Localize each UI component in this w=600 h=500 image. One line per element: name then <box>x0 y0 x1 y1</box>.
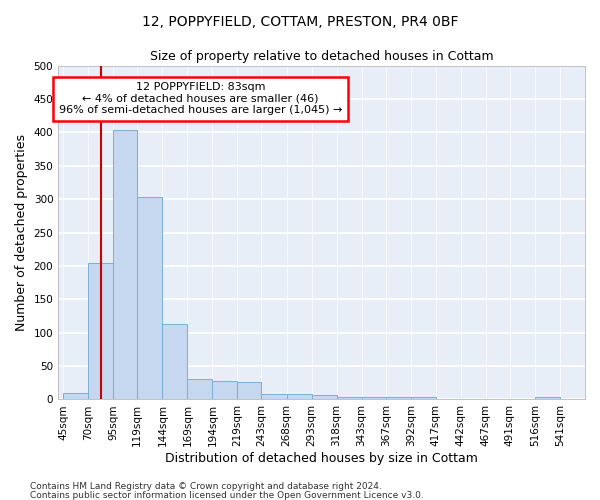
Text: 12 POPPYFIELD: 83sqm
← 4% of detached houses are smaller (46)
96% of semi-detach: 12 POPPYFIELD: 83sqm ← 4% of detached ho… <box>59 82 342 116</box>
Bar <box>262 394 287 400</box>
Bar <box>535 397 560 400</box>
Text: Contains public sector information licensed under the Open Government Licence v3: Contains public sector information licen… <box>30 490 424 500</box>
Bar <box>311 396 337 400</box>
Bar <box>212 381 238 400</box>
Bar <box>362 398 386 400</box>
Bar <box>411 398 436 400</box>
Bar <box>137 197 163 400</box>
Bar <box>88 262 113 400</box>
Text: Contains HM Land Registry data © Crown copyright and database right 2024.: Contains HM Land Registry data © Crown c… <box>30 482 382 491</box>
Text: 12, POPPYFIELD, COTTAM, PRESTON, PR4 0BF: 12, POPPYFIELD, COTTAM, PRESTON, PR4 0BF <box>142 15 458 29</box>
Y-axis label: Number of detached properties: Number of detached properties <box>15 134 28 331</box>
Title: Size of property relative to detached houses in Cottam: Size of property relative to detached ho… <box>150 50 493 63</box>
Bar <box>337 398 362 400</box>
Bar <box>63 393 88 400</box>
Bar <box>287 394 311 400</box>
Bar <box>238 382 262 400</box>
Bar <box>113 130 137 400</box>
Bar <box>187 380 212 400</box>
X-axis label: Distribution of detached houses by size in Cottam: Distribution of detached houses by size … <box>165 452 478 465</box>
Bar <box>386 397 411 400</box>
Bar <box>163 324 187 400</box>
